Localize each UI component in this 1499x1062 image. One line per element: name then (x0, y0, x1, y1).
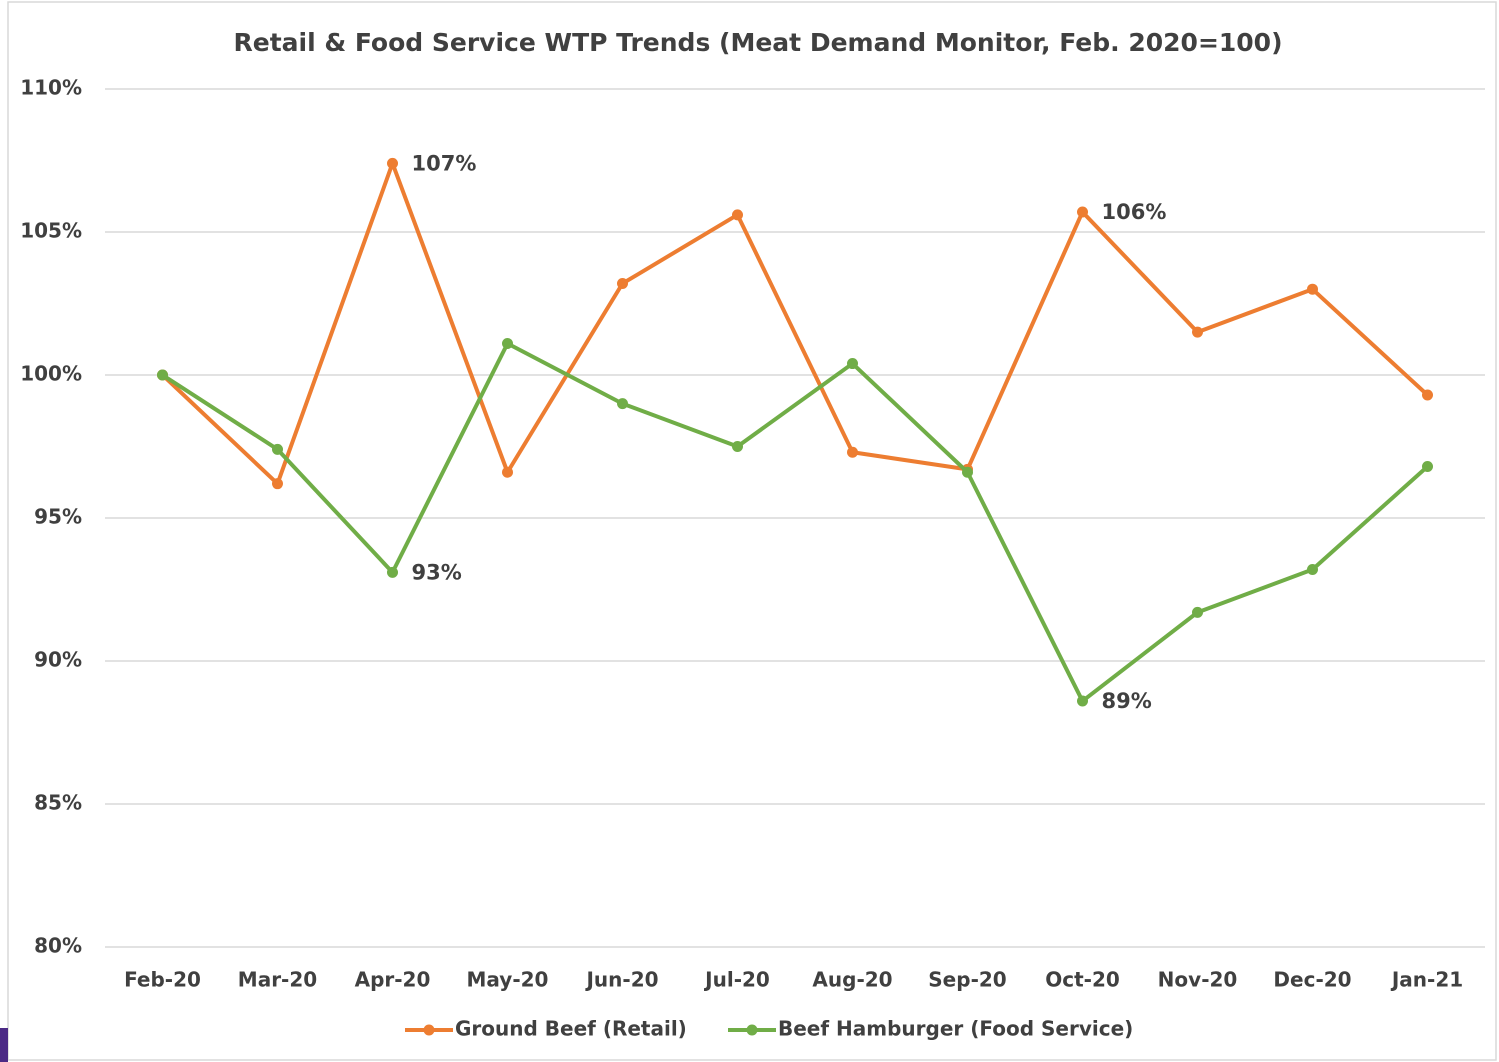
point (847, 446, 858, 458)
x-tick-label: Sep-20 (928, 968, 1006, 992)
legend-label: Beef Hamburger (Food Service) (778, 1017, 1133, 1041)
point (617, 398, 628, 410)
corner-mark (0, 1028, 8, 1062)
point (1307, 563, 1318, 575)
series-line (161, 341, 1429, 704)
data-label: 106% (1102, 200, 1167, 224)
point (502, 466, 513, 478)
x-tick-label: Jun-20 (584, 968, 658, 992)
point (1307, 283, 1318, 295)
point (732, 209, 743, 221)
y-tick-label: 95% (34, 505, 82, 529)
series-line (161, 161, 1429, 486)
point (1422, 461, 1433, 473)
x-tick-label: May-20 (467, 968, 549, 992)
point (157, 369, 168, 381)
point (617, 277, 628, 289)
point (1077, 695, 1088, 707)
point (1422, 389, 1433, 401)
chart-border (7, 1, 1497, 1061)
y-tick-label: 100% (20, 362, 82, 386)
y-tick-label: 105% (20, 219, 82, 243)
legend-swatch-marker (423, 1024, 435, 1036)
x-tick-label: Dec-20 (1273, 968, 1351, 992)
x-tick-label: Aug-20 (812, 968, 892, 992)
y-tick-label: 85% (34, 791, 82, 815)
x-tick-label: Feb-20 (124, 968, 201, 992)
x-tick-label: Jan-21 (1390, 968, 1463, 992)
y-tick-label: 90% (34, 648, 82, 672)
y-tick-label: 80% (34, 934, 82, 958)
point (1192, 326, 1203, 338)
legend-swatch-marker (746, 1024, 758, 1036)
x-tick-label: Jul-20 (703, 968, 770, 992)
point (272, 443, 283, 455)
point (387, 157, 398, 169)
point (962, 466, 973, 478)
point (732, 441, 743, 452)
data-label: 89% (1102, 689, 1152, 713)
point (1077, 206, 1088, 218)
legend-label: Ground Beef (Retail) (455, 1017, 687, 1041)
point (847, 358, 858, 370)
point (1192, 606, 1203, 618)
point (387, 566, 398, 578)
point (502, 338, 513, 350)
data-label: 107% (412, 151, 477, 175)
x-tick-label: Oct-20 (1045, 968, 1120, 992)
x-tick-label: Nov-20 (1158, 968, 1238, 992)
x-tick-label: Apr-20 (355, 968, 431, 992)
y-tick-label: 110% (20, 76, 82, 100)
chart-title: Retail & Food Service WTP Trends (Meat D… (233, 28, 1282, 57)
point (272, 478, 283, 490)
x-tick-label: Mar-20 (238, 968, 317, 992)
data-label: 93% (412, 560, 462, 584)
